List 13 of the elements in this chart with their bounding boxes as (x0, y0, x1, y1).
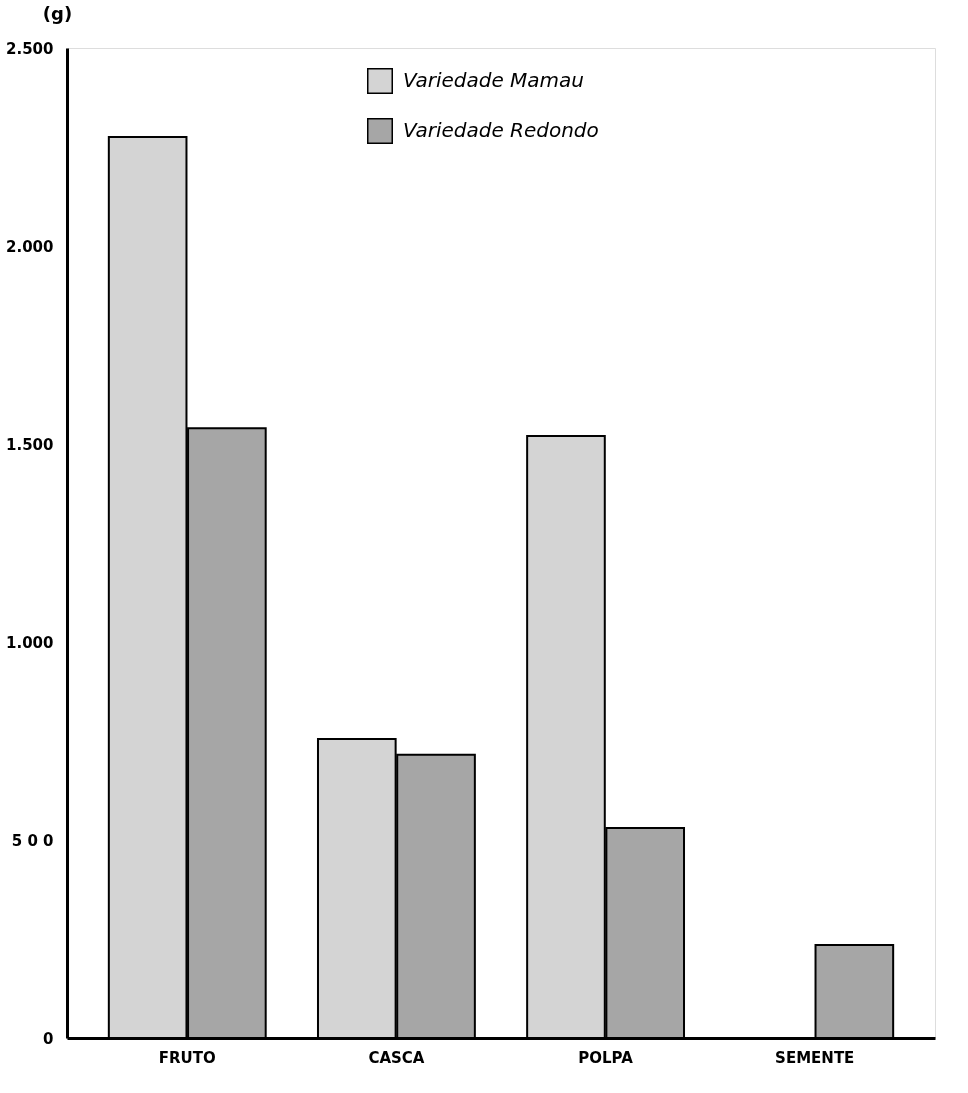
legend-label: Variedade Redondo (403, 118, 599, 142)
y-tick-label: 1.000 (6, 633, 54, 652)
x-tick-label: SEMENTE (775, 1048, 855, 1067)
y-tick-label: 2.000 (6, 237, 54, 256)
x-tick-label: POLPA (578, 1048, 634, 1067)
y-axis-title: (g) (42, 2, 73, 24)
y-tick-label: 1.500 (6, 435, 54, 454)
y-tick-label: 5 0 0 (11, 831, 54, 850)
x-tick-label: CASCA (368, 1048, 425, 1067)
y-tick-label: 0 (43, 1029, 54, 1048)
y-tick-label: 2.500 (6, 39, 54, 58)
x-tick-label: FRUTO (158, 1048, 216, 1067)
legend-label: Variedade Mamau (403, 68, 584, 92)
